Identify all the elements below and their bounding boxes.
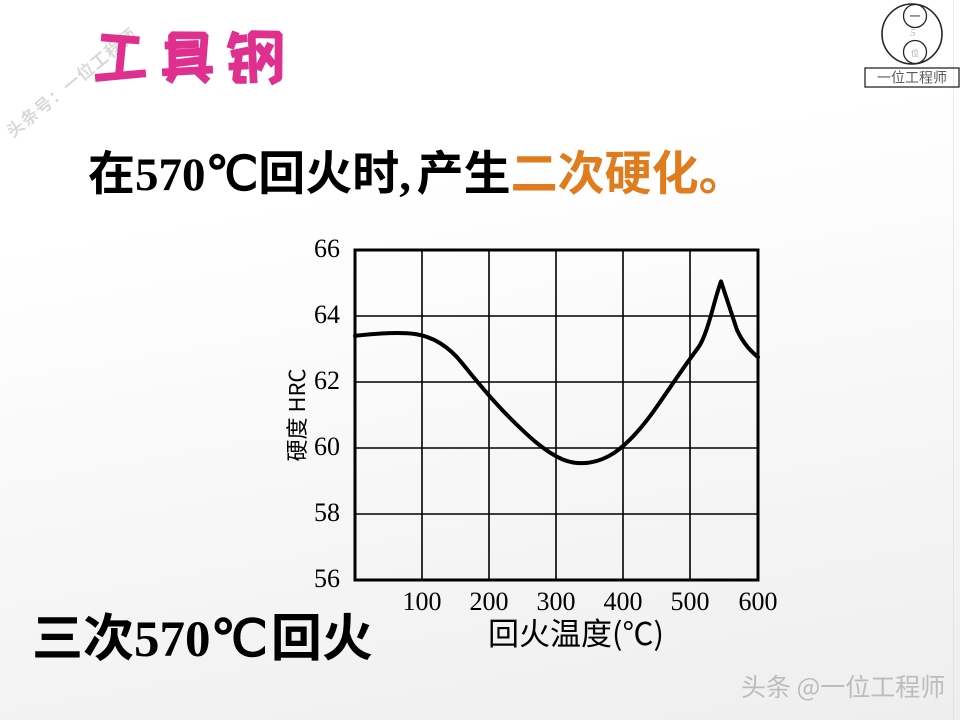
svg-text:62: 62 bbox=[314, 366, 340, 395]
svg-text:500: 500 bbox=[671, 587, 710, 616]
svg-text:66: 66 bbox=[314, 234, 340, 263]
svg-text:600: 600 bbox=[739, 587, 778, 616]
svg-text:56: 56 bbox=[314, 564, 340, 593]
svg-text:64: 64 bbox=[314, 300, 340, 329]
svg-text:100: 100 bbox=[403, 587, 442, 616]
svg-text:60: 60 bbox=[314, 432, 340, 461]
svg-text:58: 58 bbox=[314, 498, 340, 527]
svg-text:回火温度(℃): 回火温度(℃) bbox=[488, 609, 664, 654]
svg-text:硬度 HRC: 硬度 HRC bbox=[280, 369, 312, 462]
